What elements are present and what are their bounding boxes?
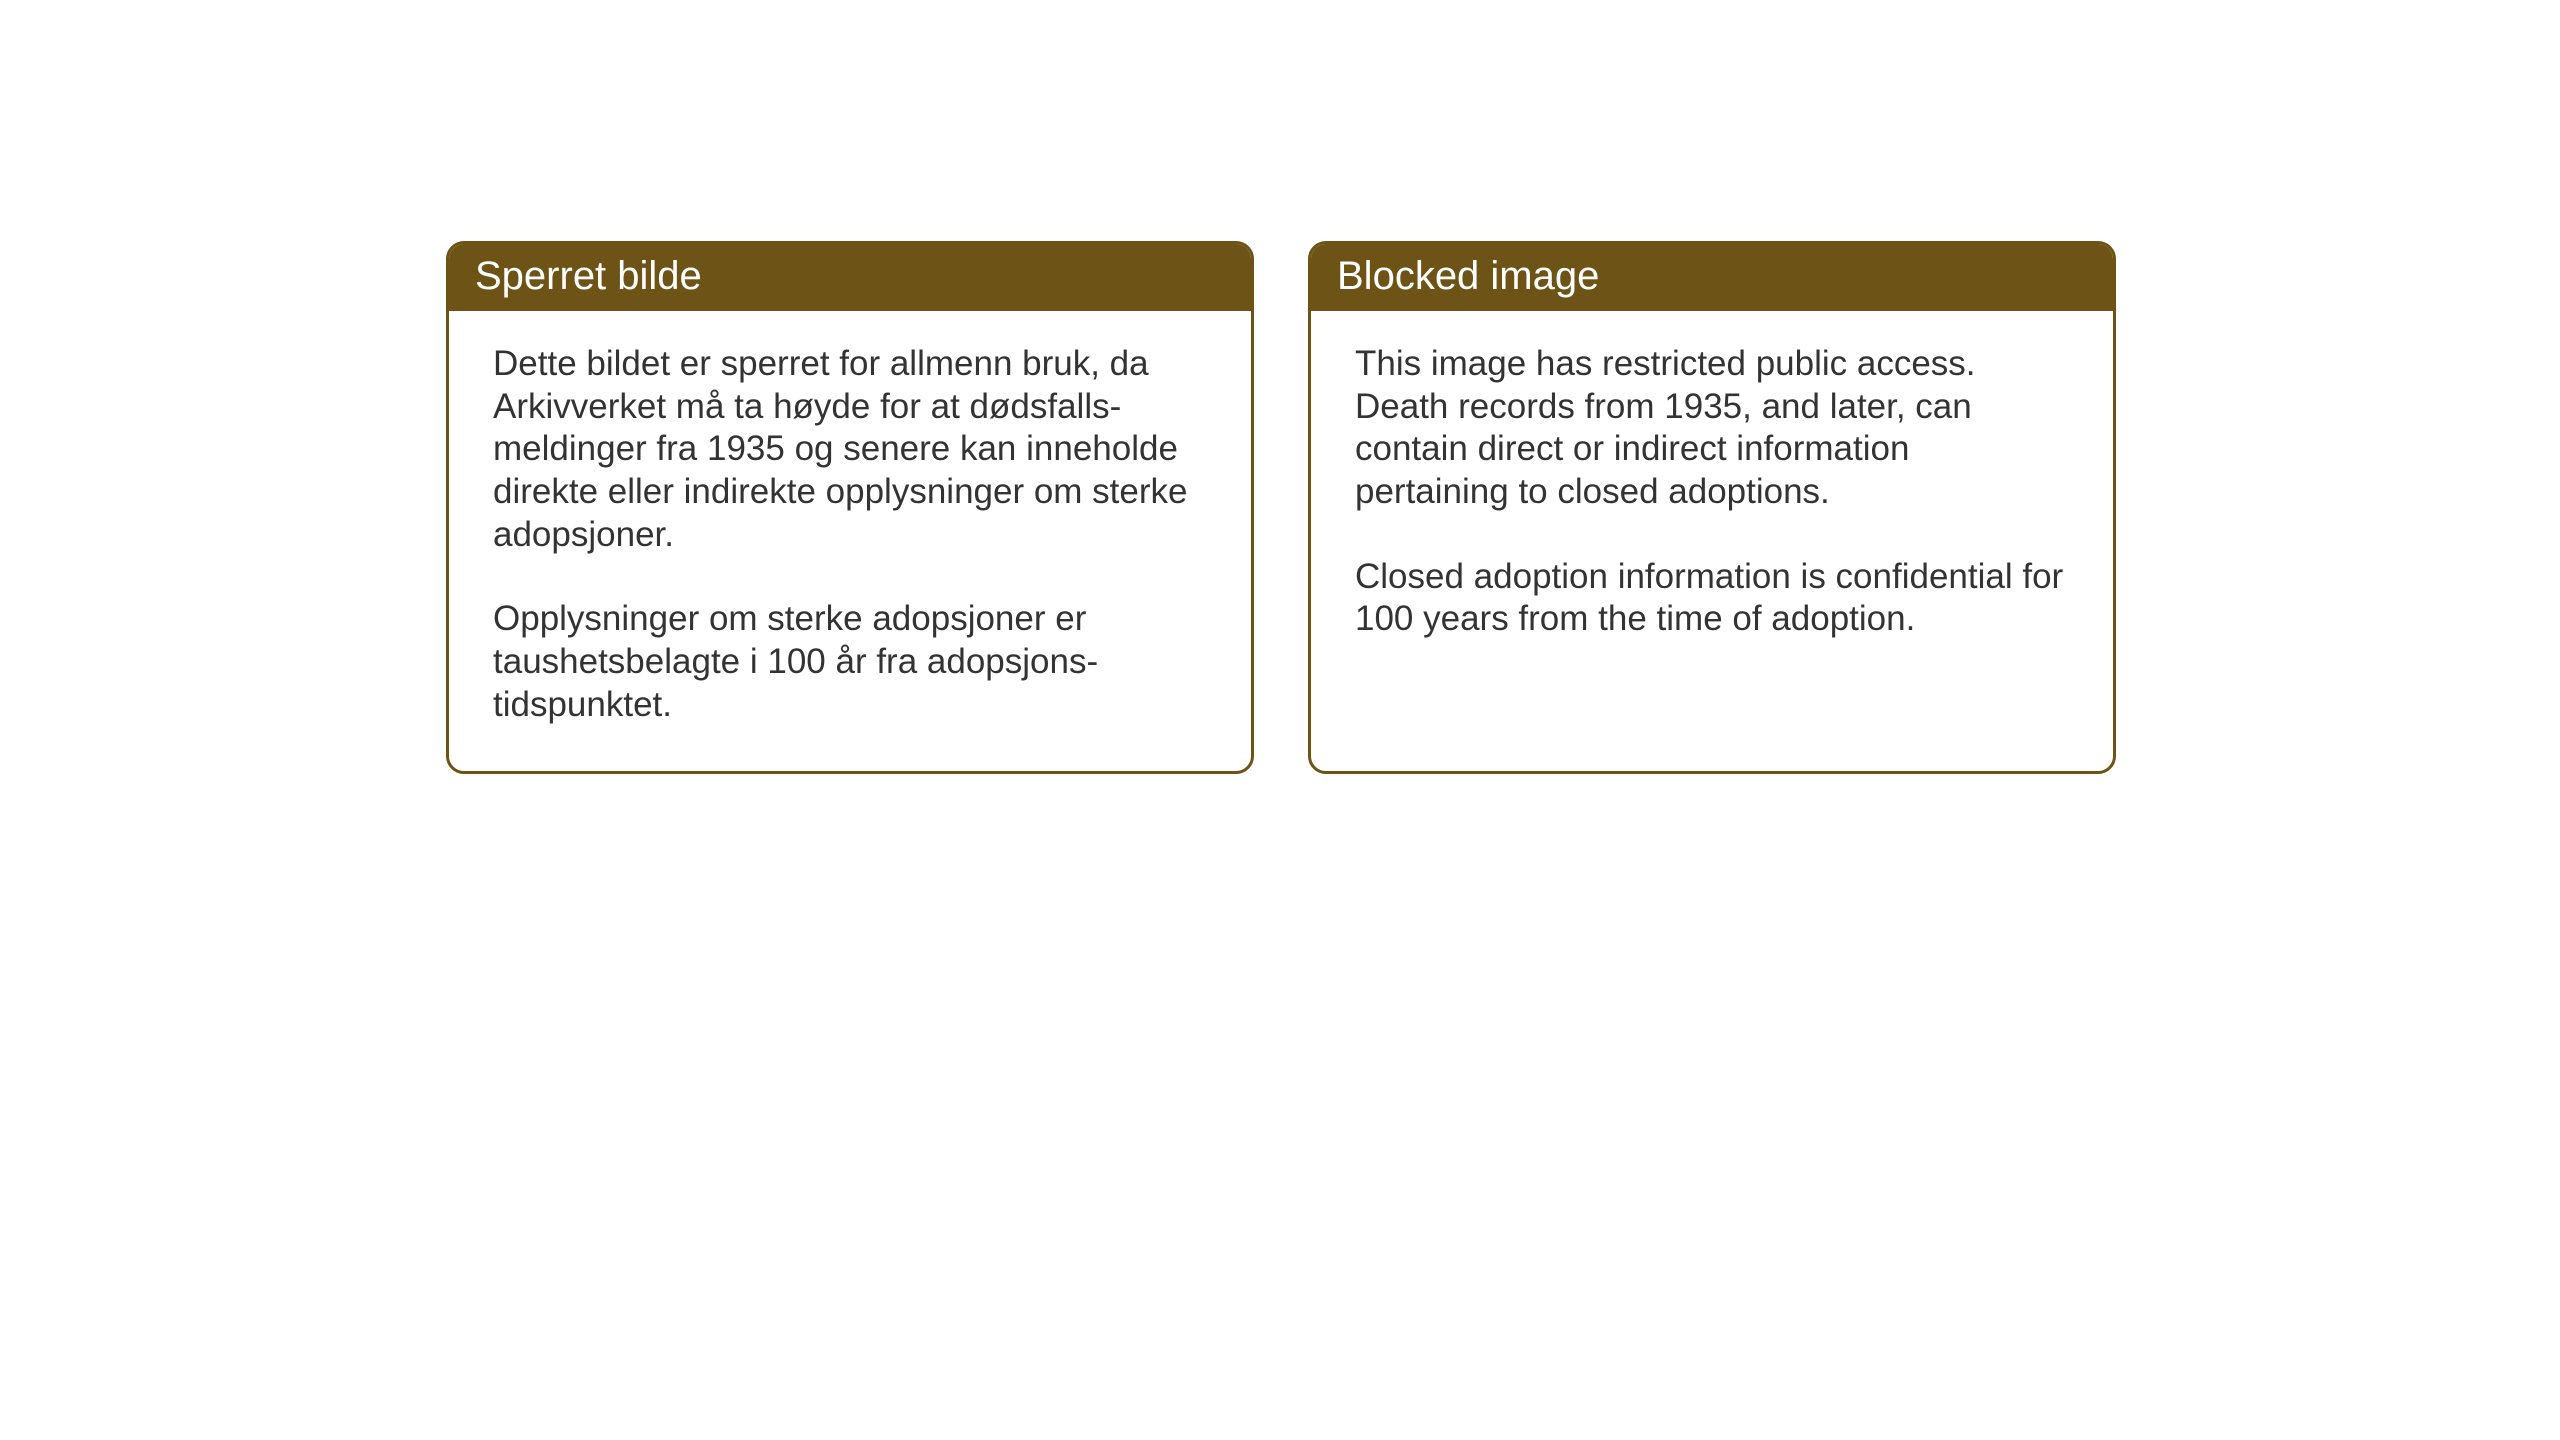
notice-card-body-english: This image has restricted public access.… (1311, 311, 2113, 771)
notice-container: Sperret bilde Dette bildet er sperret fo… (446, 241, 2116, 774)
notice-paragraph-2-norwegian: Opplysninger om sterke adopsjoner er tau… (493, 598, 1207, 726)
notice-paragraph-1-norwegian: Dette bildet er sperret for allmenn bruk… (493, 343, 1207, 556)
notice-card-header-norwegian: Sperret bilde (449, 244, 1251, 311)
notice-card-english: Blocked image This image has restricted … (1308, 241, 2116, 774)
notice-title-english: Blocked image (1337, 254, 1599, 298)
notice-title-norwegian: Sperret bilde (475, 254, 702, 298)
notice-card-header-english: Blocked image (1311, 244, 2113, 311)
notice-paragraph-2-english: Closed adoption information is confident… (1355, 556, 2069, 641)
notice-card-body-norwegian: Dette bildet er sperret for allmenn bruk… (449, 311, 1251, 771)
notice-paragraph-1-english: This image has restricted public access.… (1355, 343, 2069, 514)
notice-card-norwegian: Sperret bilde Dette bildet er sperret fo… (446, 241, 1254, 774)
